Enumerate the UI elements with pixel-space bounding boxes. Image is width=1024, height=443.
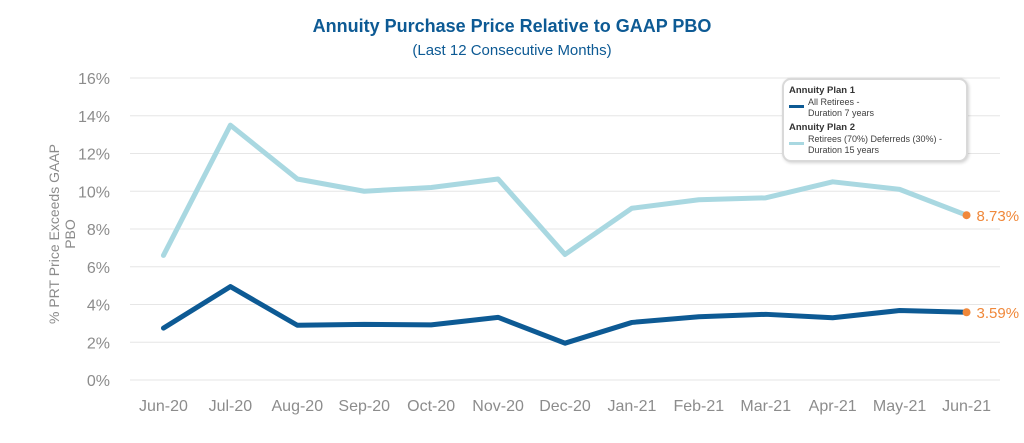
y-tick-label: 12% (78, 147, 110, 164)
x-tick-label: Aug-20 (272, 398, 324, 415)
y-tick-label: 16% (78, 71, 110, 88)
legend-plan2-swatch (789, 142, 804, 145)
x-tick-label: Mar-21 (740, 398, 791, 415)
end-label-plan2: 8.73% (977, 208, 1020, 225)
x-tick-label: Apr-21 (809, 398, 857, 415)
legend-plan1-title: Annuity Plan 1 (789, 85, 855, 96)
y-tick-label: 8% (87, 222, 110, 239)
x-tick-label: May-21 (873, 398, 926, 415)
y-tick-label: 2% (87, 335, 110, 352)
legend-plan2-text: Retirees (70%) Deferreds (30%) - Duratio… (808, 134, 942, 156)
legend-plan1-swatch (789, 105, 804, 108)
legend-plan2-line2: Duration 15 years (808, 145, 880, 155)
legend-plan1-line1: All Retirees - (808, 97, 860, 107)
legend-plan2-title: Annuity Plan 2 (789, 122, 855, 133)
y-tick-label: 14% (78, 109, 110, 126)
end-marker-plan1 (962, 308, 971, 317)
x-tick-label: Jul-20 (209, 398, 253, 415)
x-tick-label: Jun-21 (942, 398, 991, 415)
x-tick-label: Jun-20 (139, 398, 188, 415)
x-tick-label: Oct-20 (407, 398, 455, 415)
x-tick-label: Feb-21 (673, 398, 724, 415)
y-tick-label: 10% (78, 184, 110, 201)
y-tick-label: 6% (87, 260, 110, 277)
y-tick-label: 0% (87, 373, 110, 390)
x-tick-label: Dec-20 (539, 398, 591, 415)
x-tick-label: Jan-21 (607, 398, 656, 415)
y-axis-label: % PRT Price Exceeds GAAP PBO (46, 144, 78, 324)
series-line-plan2 (160, 122, 970, 258)
series-line-plan1 (160, 284, 970, 346)
legend-plan1-line2: Duration 7 years (808, 108, 875, 118)
y-tick-label: 4% (87, 298, 110, 315)
end-marker-plan2 (962, 211, 971, 220)
chart-subtitle: (Last 12 Consecutive Months) (412, 42, 612, 59)
chart-title: Annuity Purchase Price Relative to GAAP … (312, 16, 712, 36)
end-label-plan1: 3.59% (977, 305, 1020, 322)
legend: Annuity Plan 1 All Retirees - Duration 7… (782, 78, 968, 162)
x-tick-label: Nov-20 (472, 398, 524, 415)
legend-plan1-text: All Retirees - Duration 7 years (808, 97, 874, 119)
x-tick-label: Sep-20 (338, 398, 390, 415)
legend-plan2-line1: Retirees (70%) Deferreds (30%) - (808, 134, 943, 144)
